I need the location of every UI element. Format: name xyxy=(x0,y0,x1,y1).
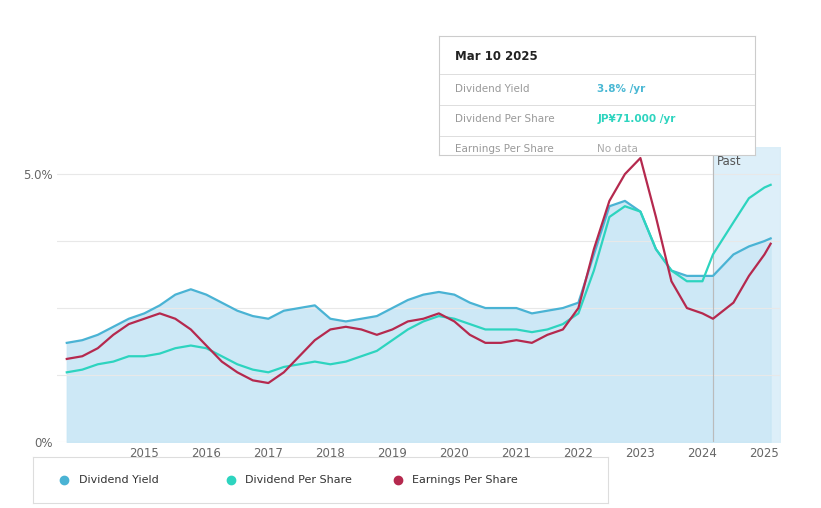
Text: Dividend Yield: Dividend Yield xyxy=(79,475,158,485)
Text: Dividend Per Share: Dividend Per Share xyxy=(455,114,555,124)
Text: Dividend Yield: Dividend Yield xyxy=(455,84,530,93)
Text: Past: Past xyxy=(717,154,741,168)
Text: Earnings Per Share: Earnings Per Share xyxy=(412,475,518,485)
Text: 3.8% /yr: 3.8% /yr xyxy=(598,84,645,93)
Text: No data: No data xyxy=(598,144,638,154)
Text: Earnings Per Share: Earnings Per Share xyxy=(455,144,554,154)
Text: Mar 10 2025: Mar 10 2025 xyxy=(455,50,538,63)
Text: JP¥71.000 /yr: JP¥71.000 /yr xyxy=(598,114,676,124)
Text: Dividend Per Share: Dividend Per Share xyxy=(245,475,352,485)
